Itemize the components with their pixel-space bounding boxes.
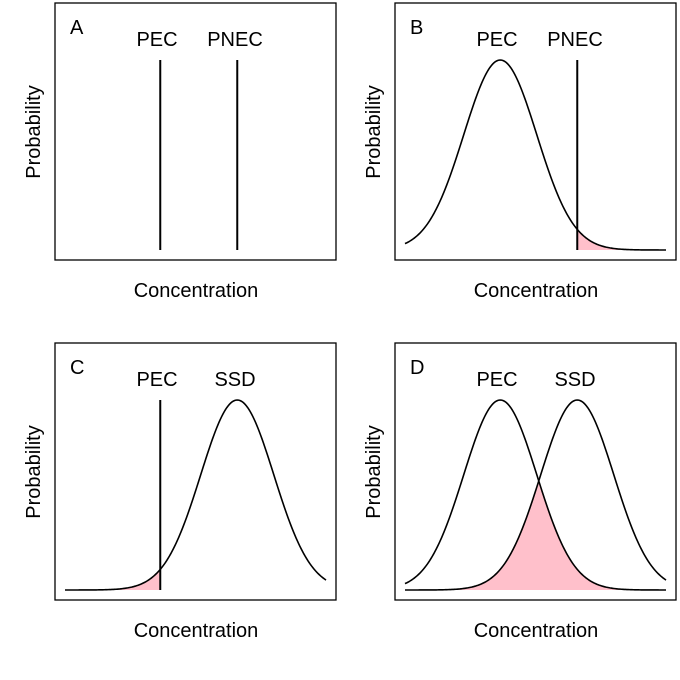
series-label: PNEC: [207, 29, 263, 51]
y-axis-label: Probability: [23, 85, 45, 178]
fill-layer: [577, 229, 666, 250]
x-axis-label: Concentration: [474, 280, 599, 302]
y-axis-label: Probability: [23, 425, 45, 518]
panel-c: C PEC SSD Concentration Probability: [23, 342, 337, 642]
series-label: PEC: [136, 369, 177, 391]
series-label: PEC: [136, 29, 177, 51]
fill-layer: [65, 569, 161, 590]
pec-curve: [404, 399, 666, 591]
curve-layer: [404, 59, 666, 251]
panel-letter: C: [70, 357, 84, 379]
fill-layer: [405, 482, 666, 590]
y-axis-label: Probability: [363, 425, 385, 518]
panel-letter: D: [410, 357, 424, 379]
curve-layer: [65, 399, 327, 591]
series-label: PEC: [476, 369, 517, 391]
panel-d: D PEC SSD Concentration Probability: [363, 342, 677, 642]
plot-frame: [394, 2, 677, 261]
series-label: PEC: [476, 29, 517, 51]
shaded-region: [577, 229, 666, 250]
curve-layer: [404, 399, 667, 591]
panel-b: B PEC PNEC Concentration Probability: [363, 2, 677, 302]
panel-letter: A: [70, 17, 84, 39]
x-axis-label: Concentration: [474, 620, 599, 642]
plot-frame: [394, 342, 677, 601]
ssd-curve: [65, 399, 327, 591]
ssd-curve: [405, 399, 667, 591]
series-label: PNEC: [547, 29, 603, 51]
x-axis-label: Concentration: [134, 280, 259, 302]
pec-curve: [404, 59, 666, 251]
panel-a: A PEC PNEC Concentration Probability: [23, 2, 337, 302]
shaded-region: [65, 569, 161, 590]
panel-letter: B: [410, 17, 423, 39]
shaded-region: [405, 482, 666, 590]
x-axis-label: Concentration: [134, 620, 259, 642]
vline-layer: [159, 60, 239, 250]
series-label: SSD: [214, 369, 255, 391]
y-axis-label: Probability: [363, 85, 385, 178]
series-label: SSD: [554, 369, 595, 391]
plot-frame: [54, 342, 337, 601]
plot-frame: [54, 2, 337, 261]
